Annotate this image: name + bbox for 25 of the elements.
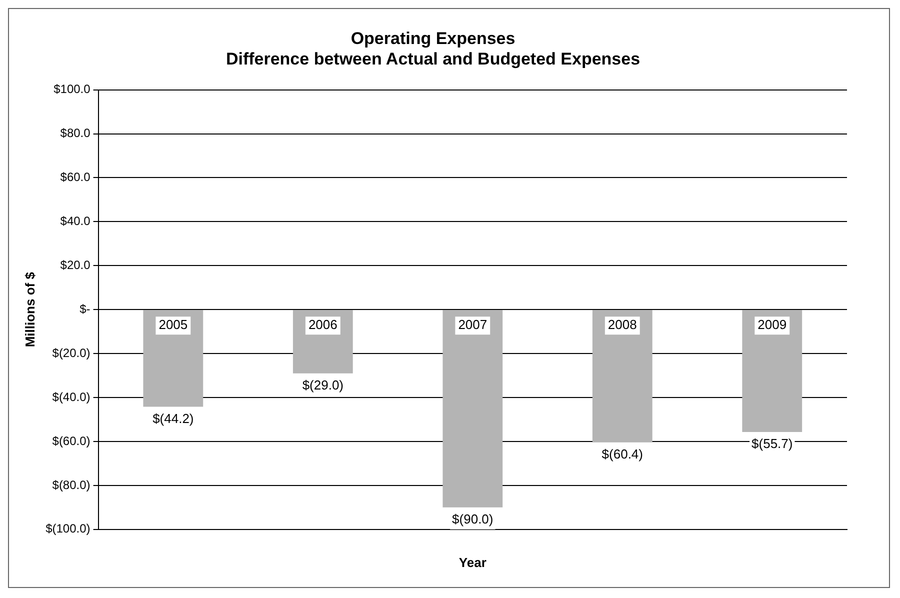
y-tick-label: $- — [80, 302, 90, 316]
y-tick-label: $100.0 — [54, 82, 91, 96]
x-axis-title: Year — [458, 554, 486, 570]
x-tick-label: 2007 — [458, 317, 488, 332]
data-label: $(60.4) — [602, 446, 643, 462]
data-label: $(44.2) — [152, 410, 194, 426]
y-tick-label: $(80.0) — [52, 478, 90, 492]
x-tick-label: 2008 — [608, 317, 637, 332]
y-tick-label: $(100.0) — [46, 522, 90, 536]
chart-title: Operating Expenses — [350, 28, 516, 48]
y-tick-label: $(20.0) — [52, 346, 90, 360]
x-tick-label: 2009 — [758, 317, 787, 332]
y-tick-label: $20.0 — [60, 258, 91, 272]
data-label: $(90.0) — [452, 512, 494, 526]
y-axis-title: Millions of $ — [22, 271, 38, 348]
y-tick-label: $40.0 — [60, 214, 91, 228]
chart-subtitle: Difference between Actual and Budgeted Expenses — [226, 49, 640, 68]
data-label: $(29.0) — [302, 377, 344, 392]
x-tick-label: 2006 — [308, 317, 338, 332]
y-tick-label: $(40.0) — [52, 390, 90, 404]
y-tick-label: $60.0 — [60, 170, 91, 184]
x-tick-label: 2005 — [158, 317, 188, 332]
data-label: $(55.7) — [752, 436, 793, 452]
y-tick-label: $(60.0) — [52, 434, 90, 448]
y-tick-label: $80.0 — [60, 126, 91, 140]
